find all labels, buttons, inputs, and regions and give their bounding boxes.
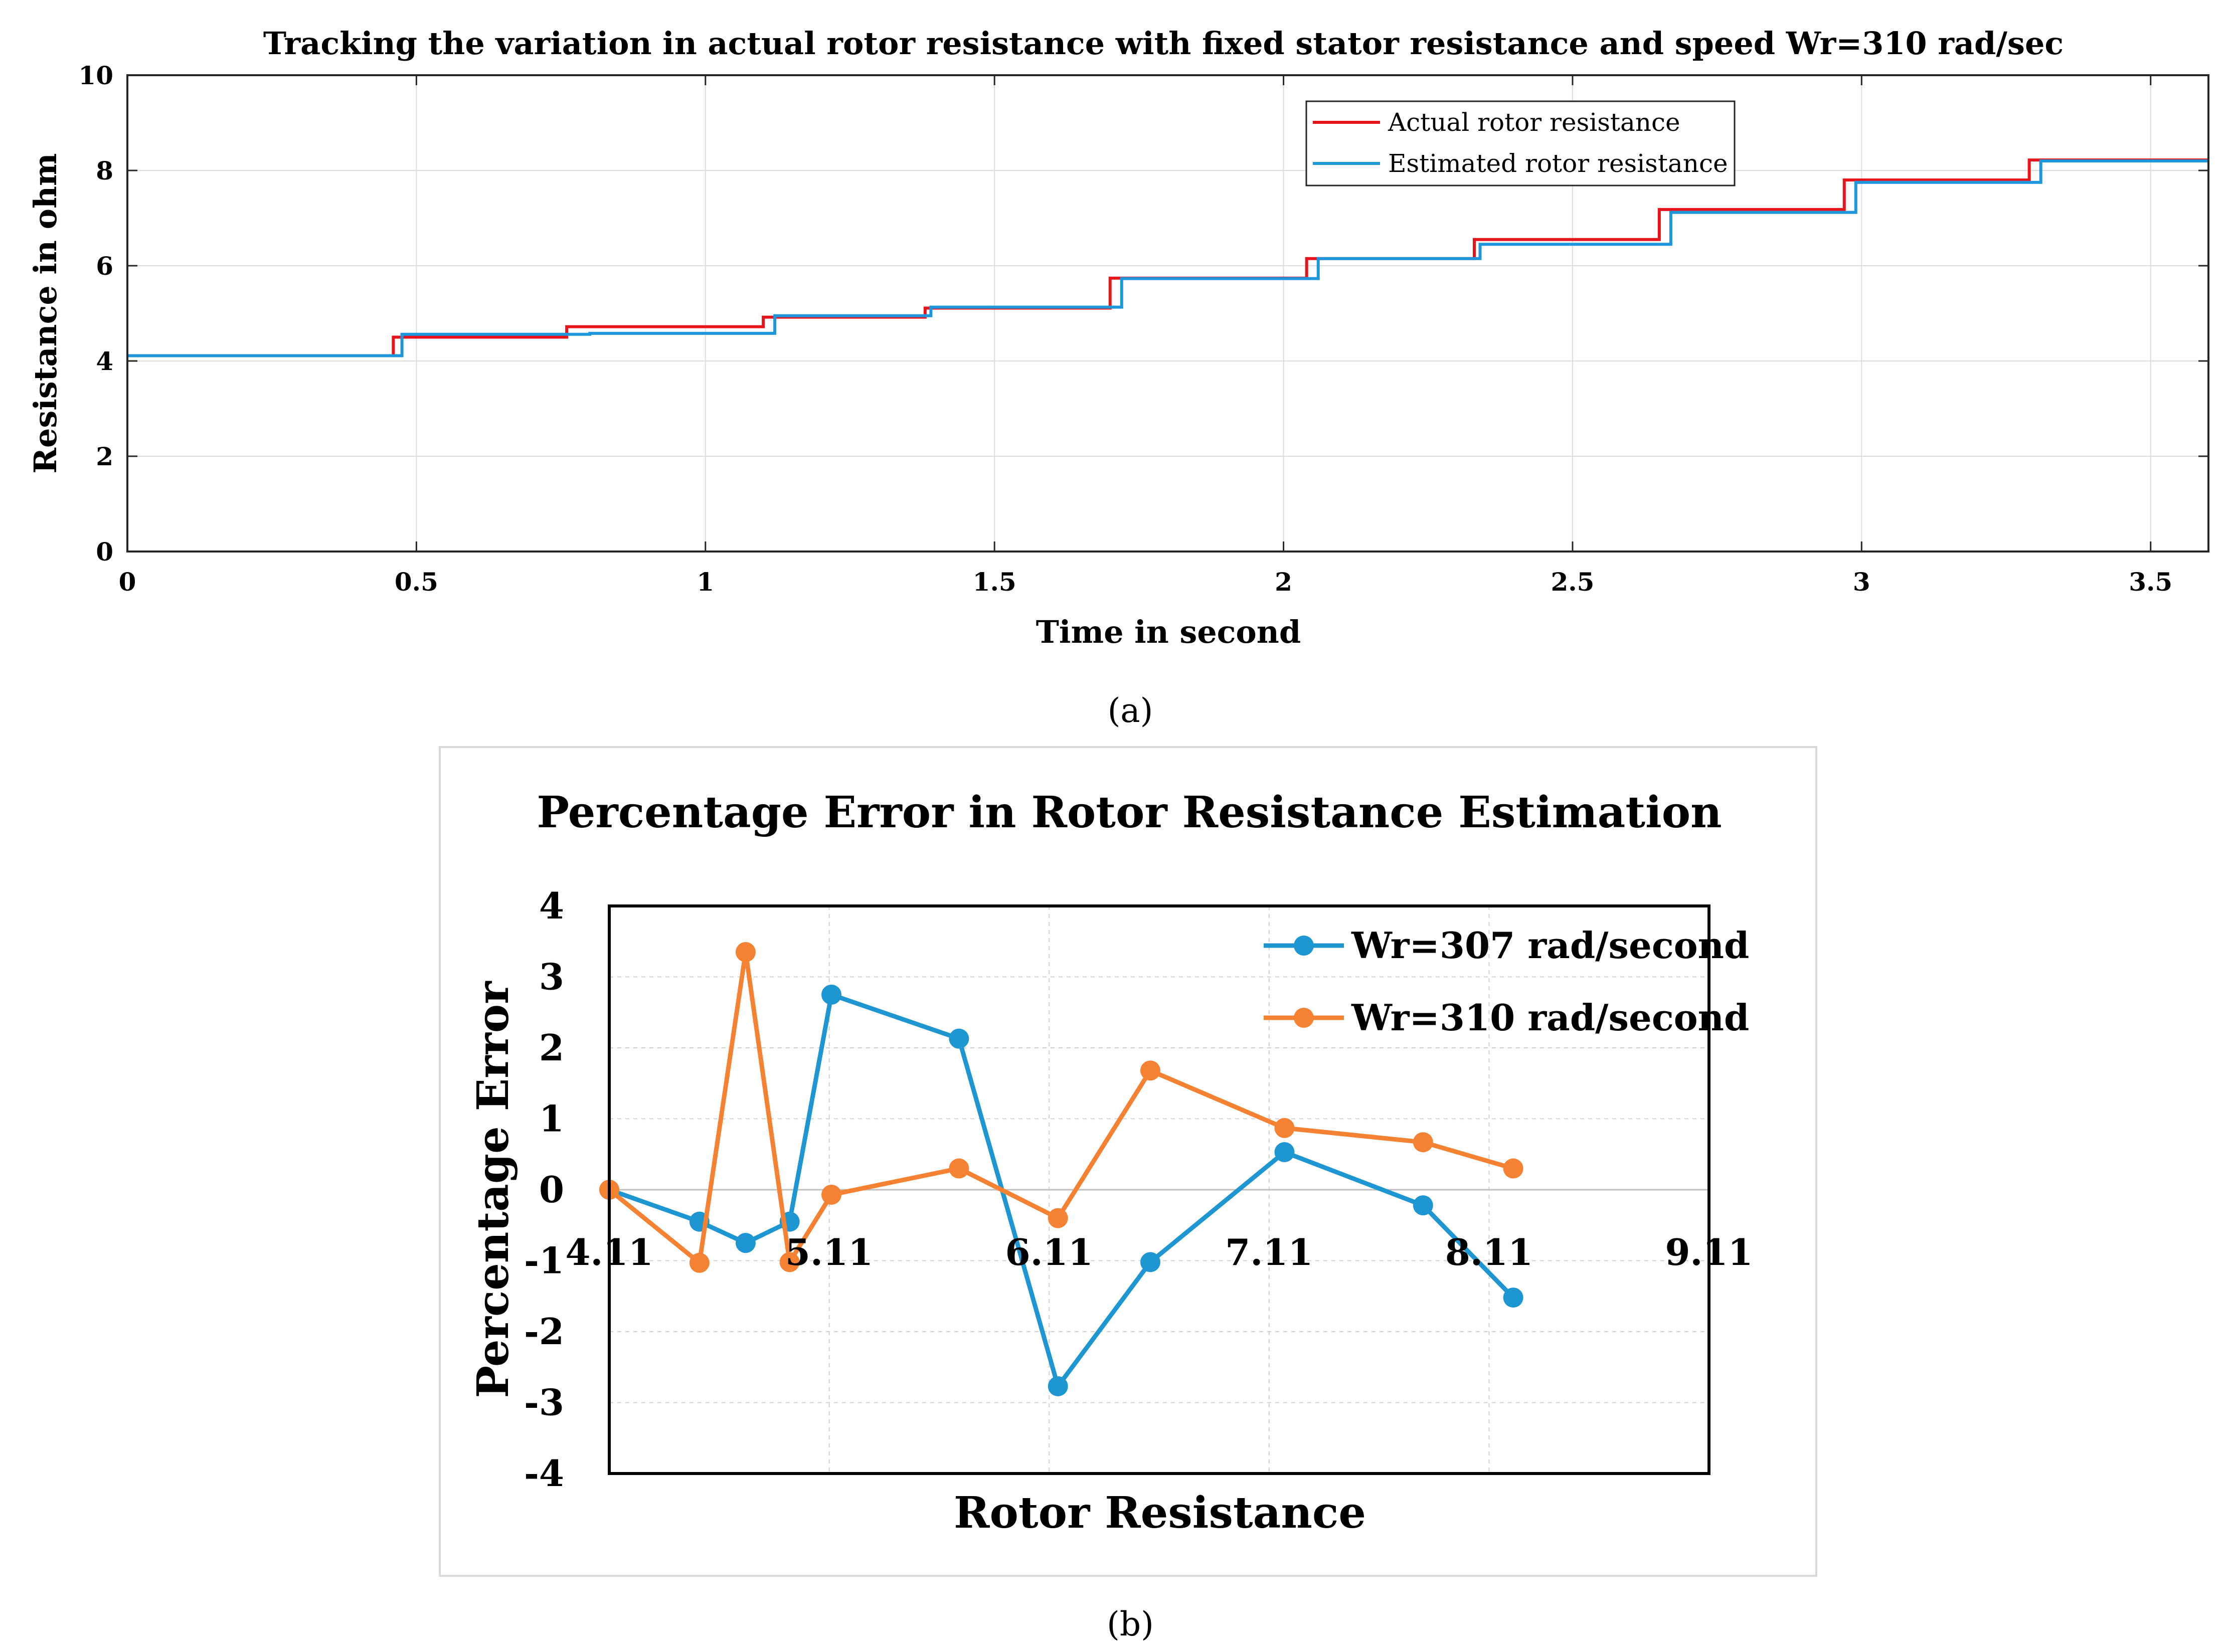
chart-a-x-tick-label: 0 — [119, 567, 136, 597]
chart-b-point-310 — [779, 1252, 800, 1272]
chart-b: Percentage Error in Rotor Resistance Est… — [439, 746, 1817, 1577]
chart-b-point-310 — [1048, 1208, 1068, 1228]
chart-b-point-310 — [1274, 1118, 1295, 1138]
chart-a-y-tick-label: 0 — [96, 537, 113, 567]
chart-b-legend-marker-307 — [1294, 936, 1314, 956]
chart-b-point-310 — [1413, 1132, 1433, 1153]
chart-b-point-307 — [735, 1233, 756, 1253]
chart-b-y-tick-label: 3 — [539, 956, 564, 998]
chart-a: Tracking the variation in actual rotor r… — [27, 25, 2209, 650]
caption-b: (b) — [1107, 1605, 1154, 1643]
chart-a-y-ticks: 0 2 4 6 8 10 — [78, 61, 2208, 567]
chart-b-x-ticks: 4.11 5.11 6.11 7.11 8.11 9.11 — [565, 1231, 1753, 1273]
chart-b-x-tick-label: 4.11 — [565, 1231, 653, 1273]
chart-a-x-tick-label: 1.5 — [973, 567, 1016, 597]
chart-a-x-tick-label: 3 — [1853, 567, 1870, 597]
caption-a: (a) — [1108, 691, 1153, 730]
chart-a-series-estimated-line — [127, 159, 2208, 357]
chart-a-legend: Actual rotor resistance Estimated rotor … — [1305, 100, 1736, 187]
chart-a-y-tick-label: 8 — [96, 156, 113, 186]
chart-b-point-310 — [949, 1158, 969, 1179]
chart-a-y-axis-label: Resistance in ohm — [27, 153, 64, 473]
chart-a-title: Tracking the variation in actual rotor r… — [263, 25, 2064, 62]
chart-b-y-axis-label: Percentage Error — [468, 981, 519, 1398]
chart-b-point-310 — [821, 1184, 841, 1205]
chart-b-y-tick-label: 4 — [539, 884, 564, 927]
chart-b-y-tick-label: -2 — [524, 1310, 564, 1353]
chart-b-y-tick-label: 0 — [539, 1168, 564, 1211]
chart-a-x-tick-label: 3.5 — [2129, 567, 2172, 597]
chart-b-x-axis-label: Rotor Resistance — [954, 1488, 1366, 1538]
chart-a-x-tick-label: 2.5 — [1551, 567, 1594, 597]
chart-b-title: Percentage Error in Rotor Resistance Est… — [537, 787, 1722, 838]
chart-b-x-tick-label: 8.11 — [1445, 1231, 1533, 1273]
chart-b-point-307 — [1503, 1288, 1523, 1308]
chart-a-x-tick-label: 1 — [697, 567, 714, 597]
chart-b-y-tick-label: -4 — [524, 1452, 564, 1495]
chart-b-legend-label-310: Wr=310 rad/second — [1351, 996, 1749, 1039]
chart-b-y-tick-label: 2 — [539, 1026, 564, 1069]
chart-a-x-tick-label: 2 — [1275, 567, 1292, 597]
chart-b-x-tick-label: 7.11 — [1225, 1231, 1313, 1273]
chart-b-point-307 — [1140, 1252, 1160, 1272]
chart-b-point-310 — [1503, 1158, 1523, 1179]
chart-b-y-tick-label: -1 — [524, 1239, 564, 1282]
chart-a-y-tick-label: 4 — [96, 346, 113, 376]
chart-b-point-307 — [949, 1028, 969, 1049]
chart-b-legend-marker-310 — [1294, 1008, 1314, 1028]
chart-a-y-tick-label: 10 — [78, 61, 113, 90]
chart-a-legend-box — [1305, 100, 1736, 187]
chart-b-x-tick-label: 9.11 — [1665, 1231, 1753, 1273]
chart-a-series-actual-line — [127, 158, 2208, 357]
chart-b-plot-frame — [608, 904, 1710, 1475]
chart-b-series — [599, 942, 1523, 1396]
chart-b-y-tick-label: -3 — [524, 1381, 564, 1424]
chart-b-x-tick-label: 6.11 — [1005, 1231, 1093, 1273]
chart-a-y-tick-label: 6 — [96, 251, 113, 281]
chart-a-grid — [127, 75, 2208, 552]
chart-b-y-tick-label: 1 — [539, 1097, 564, 1140]
chart-b-legend-label-307: Wr=307 rad/second — [1351, 924, 1749, 967]
chart-b-point-307 — [1274, 1142, 1295, 1163]
chart-b-point-307 — [821, 984, 841, 1005]
chart-a-y-tick-label: 2 — [96, 442, 113, 471]
chart-a-x-axis-label: Time in second — [1036, 614, 1301, 650]
chart-b-point-310 — [689, 1252, 710, 1273]
chart-a-x-ticks: 0 0.5 1 1.5 2 2.5 3 3.5 — [119, 75, 2172, 597]
chart-a-x-tick-label: 0.5 — [395, 567, 438, 597]
chart-b-outer-frame — [439, 746, 1817, 1577]
chart-b-x-tick-label: 5.11 — [785, 1231, 873, 1273]
chart-a-legend-label-estimated: Estimated rotor resistance — [1388, 149, 1728, 178]
chart-b-y-ticks: 4 3 2 1 0 -1 -2 -3 -4 — [524, 884, 564, 1495]
chart-b-point-307 — [1413, 1195, 1433, 1216]
chart-a-series — [127, 158, 2208, 357]
chart-a-legend-label-actual: Actual rotor resistance — [1388, 108, 1680, 137]
chart-b-legend: Wr=307 rad/second Wr=310 rad/second — [1264, 924, 1749, 1039]
chart-a-plot-frame — [126, 74, 2209, 553]
chart-b-point-310 — [735, 942, 756, 962]
chart-b-point-310 — [1140, 1060, 1160, 1081]
chart-b-point-307 — [1048, 1376, 1068, 1396]
